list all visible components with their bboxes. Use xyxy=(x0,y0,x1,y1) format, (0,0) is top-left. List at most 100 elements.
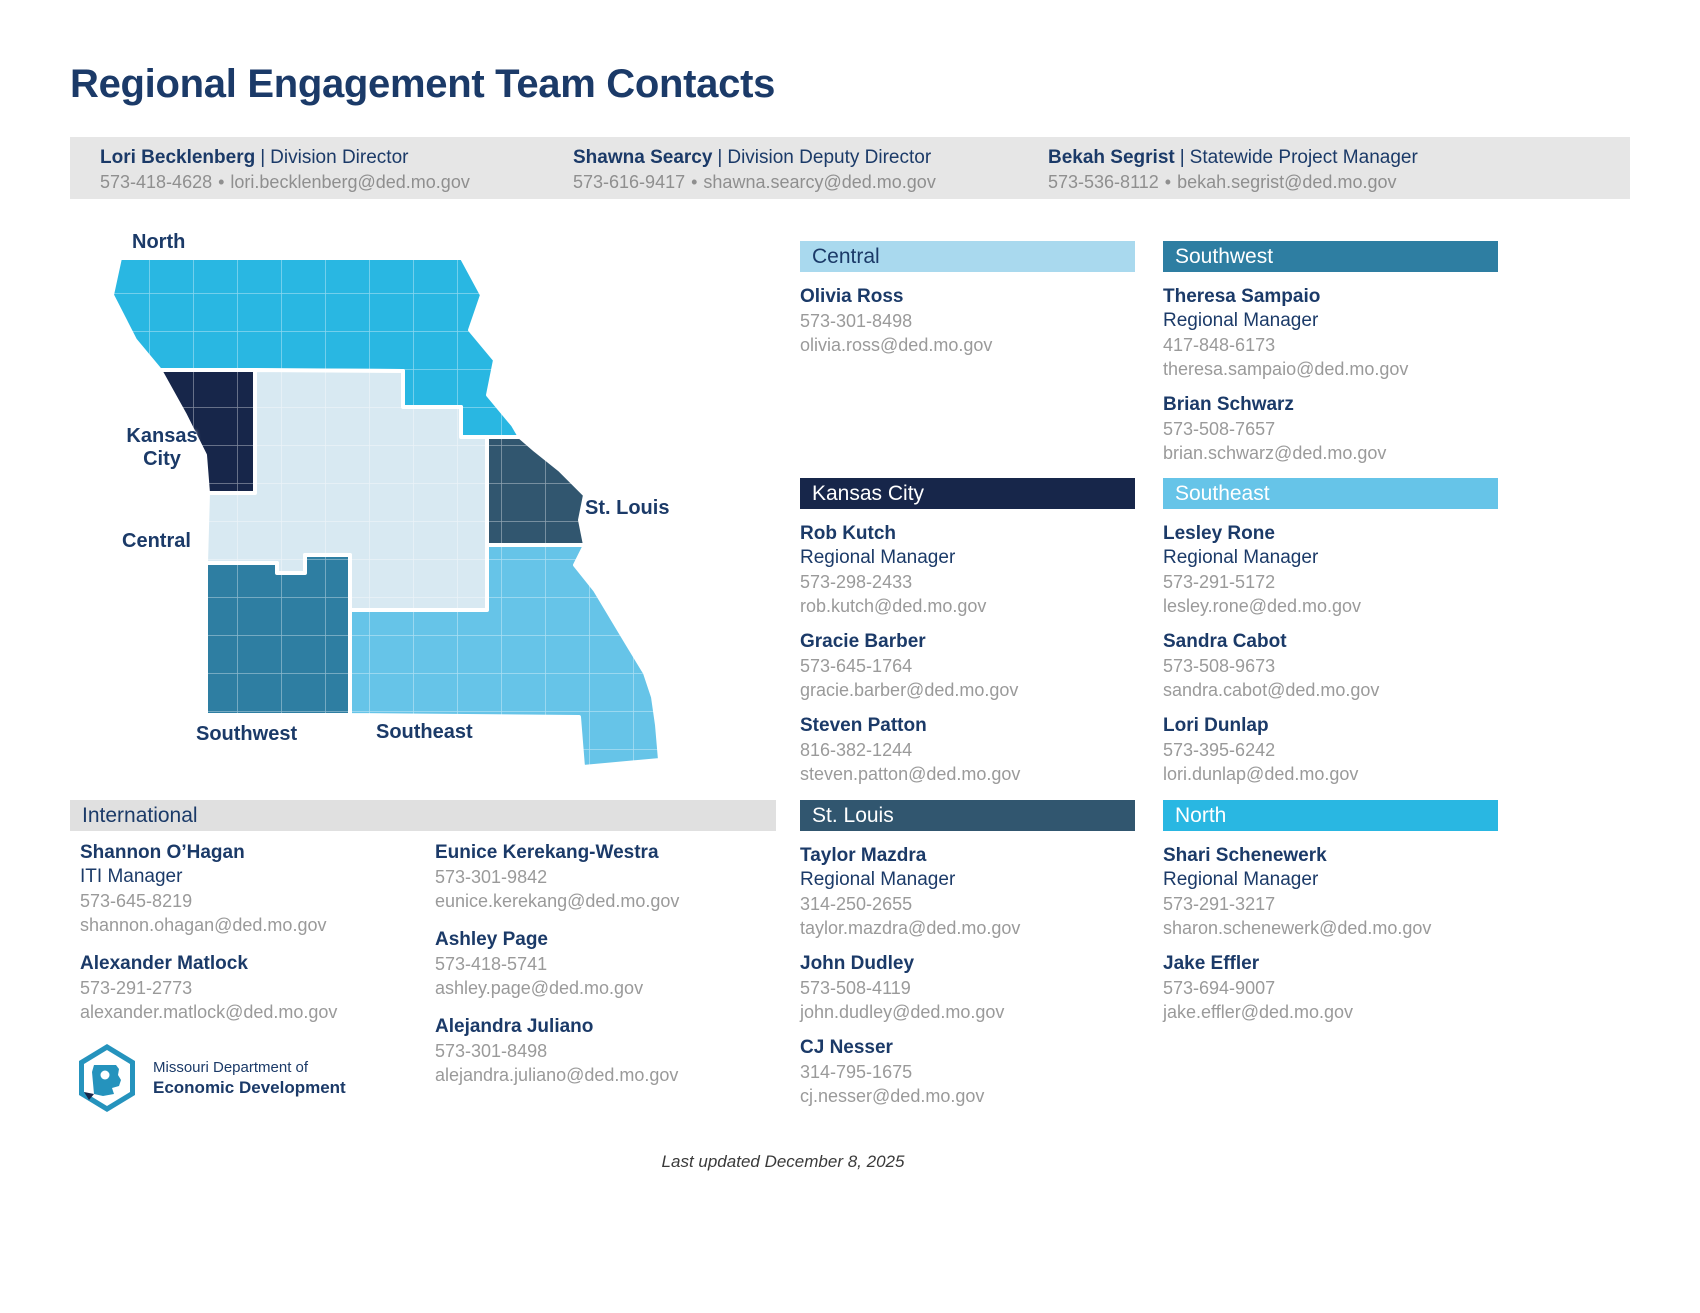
bullet-separator: • xyxy=(218,172,225,192)
contact-phone: 573-694-9007 xyxy=(1163,978,1276,998)
contact-card: CJ Nesser 314-795-1675 cj.nesser@ded.mo.… xyxy=(800,1036,1135,1108)
region-section-kansas-city: Kansas City Rob Kutch Regional Manager 5… xyxy=(800,478,1135,798)
contact-name: Alexander Matlock xyxy=(80,953,248,974)
region-header-north: North xyxy=(1163,800,1498,831)
contact-email[interactable]: sandra.cabot@ded.mo.gov xyxy=(1163,680,1380,700)
pipe-separator: | xyxy=(1179,147,1185,168)
contact-email[interactable]: theresa.sampaio@ded.mo.gov xyxy=(1163,359,1409,379)
contact-email[interactable]: john.dudley@ded.mo.gov xyxy=(800,1002,1005,1022)
contact-name: Rob Kutch xyxy=(800,523,897,544)
region-people-list: Rob Kutch Regional Manager 573-298-2433 … xyxy=(800,509,1135,786)
map-region-southwest xyxy=(204,553,352,717)
international-column-2: Eunice Kerekang-Westra 573-301-9842 euni… xyxy=(435,841,780,1102)
contact-email[interactable]: olivia.ross@ded.mo.gov xyxy=(800,335,993,355)
contact-name: Alejandra Juliano xyxy=(435,1016,594,1037)
leadership-contact-line: 573-418-4628 • lori.becklenberg@ded.mo.gov xyxy=(100,170,470,194)
contact-email[interactable]: eunice.kerekang@ded.mo.gov xyxy=(435,891,680,911)
contact-name: Shari Schenewerk xyxy=(1163,845,1327,866)
map-label-st-louis: St. Louis xyxy=(585,497,670,519)
contact-email[interactable]: jake.effler@ded.mo.gov xyxy=(1163,1002,1354,1022)
contact-card: Gracie Barber 573-645-1764 gracie.barber… xyxy=(800,630,1135,702)
leadership-email[interactable]: bekah.segrist@ded.mo.gov xyxy=(1177,172,1397,192)
contact-email[interactable]: cj.nesser@ded.mo.gov xyxy=(800,1086,985,1106)
contact-name: Lori Dunlap xyxy=(1163,715,1269,736)
leadership-email[interactable]: lori.becklenberg@ded.mo.gov xyxy=(230,172,470,192)
contact-phone: 314-795-1675 xyxy=(800,1062,913,1082)
logo-line-1: Missouri Department of xyxy=(153,1059,309,1076)
contact-card: Jake Effler 573-694-9007 jake.effler@ded… xyxy=(1163,952,1498,1024)
contact-email[interactable]: taylor.mazdra@ded.mo.gov xyxy=(800,918,1021,938)
international-header-label: International xyxy=(82,804,198,827)
contact-name: CJ Nesser xyxy=(800,1037,893,1058)
international-section: International Shannon O’Hagan ITI Manage… xyxy=(70,800,776,1151)
contact-name: Brian Schwarz xyxy=(1163,394,1294,415)
logo-text: Missouri Department of Economic Developm… xyxy=(153,1058,346,1098)
pipe-separator: | xyxy=(260,147,266,168)
contact-email[interactable]: gracie.barber@ded.mo.gov xyxy=(800,680,1019,700)
region-section-southwest: Southwest Theresa Sampaio Regional Manag… xyxy=(1163,241,1498,477)
region-header-label: Southwest xyxy=(1175,245,1274,268)
contact-phone: 573-418-5741 xyxy=(435,954,548,974)
leadership-name: Lori Becklenberg xyxy=(100,147,256,168)
leadership-title: Division Director xyxy=(270,147,409,168)
contact-email[interactable]: alexander.matlock@ded.mo.gov xyxy=(80,1002,338,1022)
leadership-contact: Bekah Segrist | Statewide Project Manager … xyxy=(1048,145,1418,194)
contact-email[interactable]: brian.schwarz@ded.mo.gov xyxy=(1163,443,1387,463)
contact-name: Taylor Mazdra xyxy=(800,845,927,866)
contact-name: Theresa Sampaio xyxy=(1163,286,1321,307)
contact-email[interactable]: shannon.ohagan@ded.mo.gov xyxy=(80,915,327,935)
contact-card: Shannon O’Hagan ITI Manager 573-645-8219… xyxy=(80,841,425,937)
region-people-list: Taylor Mazdra Regional Manager 314-250-2… xyxy=(800,831,1135,1108)
region-header-label: Southeast xyxy=(1175,482,1270,505)
map-label-kansas-city: Kansas City xyxy=(126,425,198,470)
contact-card: Sandra Cabot 573-508-9673 sandra.cabot@d… xyxy=(1163,630,1498,702)
contact-card: Rob Kutch Regional Manager 573-298-2433 … xyxy=(800,522,1135,618)
leadership-email[interactable]: shawna.searcy@ded.mo.gov xyxy=(703,172,936,192)
region-header-southeast: Southeast xyxy=(1163,478,1498,509)
leadership-contact-line: 573-616-9417 • shawna.searcy@ded.mo.gov xyxy=(573,170,936,194)
contact-email[interactable]: sharon.schenewerk@ded.mo.gov xyxy=(1163,918,1432,938)
last-updated-note: Last updated December 8, 2025 xyxy=(661,1152,905,1171)
leadership-name: Bekah Segrist xyxy=(1048,147,1175,168)
region-header-label: Central xyxy=(812,245,880,268)
leadership-contact: Lori Becklenberg | Division Director 573-4… xyxy=(100,145,470,194)
region-section-central: Central Olivia Ross 573-301-8498 olivia.… xyxy=(800,241,1135,369)
region-header-label: North xyxy=(1175,804,1227,827)
contact-phone: 573-508-7657 xyxy=(1163,419,1276,439)
contact-email[interactable]: alejandra.juliano@ded.mo.gov xyxy=(435,1065,679,1085)
contact-name: Ashley Page xyxy=(435,929,548,950)
leadership-bar: Lori Becklenberg | Division Director 573-4… xyxy=(70,137,1630,199)
leadership-title: Division Deputy Director xyxy=(727,147,932,168)
leadership-phone: 573-616-9417 xyxy=(573,172,686,192)
contact-email[interactable]: lesley.rone@ded.mo.gov xyxy=(1163,596,1362,616)
contact-email[interactable]: rob.kutch@ded.mo.gov xyxy=(800,596,987,616)
contact-card: Lori Dunlap 573-395-6242 lori.dunlap@ded… xyxy=(1163,714,1498,786)
contact-email[interactable]: steven.patton@ded.mo.gov xyxy=(800,764,1021,784)
contact-phone: 573-508-4119 xyxy=(800,978,911,998)
contact-phone: 573-645-8219 xyxy=(80,891,193,911)
map-label-central: Central xyxy=(122,530,191,552)
region-section-north: North Shari Schenewerk Regional Manager … xyxy=(1163,800,1498,1036)
contact-card: Lesley Rone Regional Manager 573-291-517… xyxy=(1163,522,1498,618)
contact-role: Regional Manager xyxy=(1163,547,1319,568)
contact-name: Lesley Rone xyxy=(1163,523,1275,544)
contact-name: Jake Effler xyxy=(1163,953,1260,974)
contact-phone: 417-848-6173 xyxy=(1163,335,1276,355)
region-header-label: St. Louis xyxy=(812,804,894,827)
bullet-separator: • xyxy=(1164,172,1172,192)
contact-email[interactable]: ashley.page@ded.mo.gov xyxy=(435,978,644,998)
leadership-name-line: Lori Becklenberg | Division Director xyxy=(100,145,470,170)
contact-card: John Dudley 573-508-4119 john.dudley@ded… xyxy=(800,952,1135,1024)
contact-email[interactable]: lori.dunlap@ded.mo.gov xyxy=(1163,764,1359,784)
international-column-1: Shannon O’Hagan ITI Manager 573-645-8219… xyxy=(80,841,425,1039)
region-section-southeast: Southeast Lesley Rone Regional Manager 5… xyxy=(1163,478,1498,798)
leadership-contact-line: 573-536-8112 • bekah.segrist@ded.mo.gov xyxy=(1048,170,1418,194)
contact-phone: 314-250-2655 xyxy=(800,894,913,914)
leadership-phone: 573-418-4628 xyxy=(100,172,213,192)
region-header-southwest: Southwest xyxy=(1163,241,1498,272)
logo-line-2: Economic Development xyxy=(153,1078,346,1097)
region-header-label: Kansas City xyxy=(812,482,925,505)
map-region-st-louis xyxy=(485,435,587,547)
contact-phone: 573-298-2433 xyxy=(800,572,913,592)
page-title: Regional Engagement Team Contacts xyxy=(70,62,776,106)
